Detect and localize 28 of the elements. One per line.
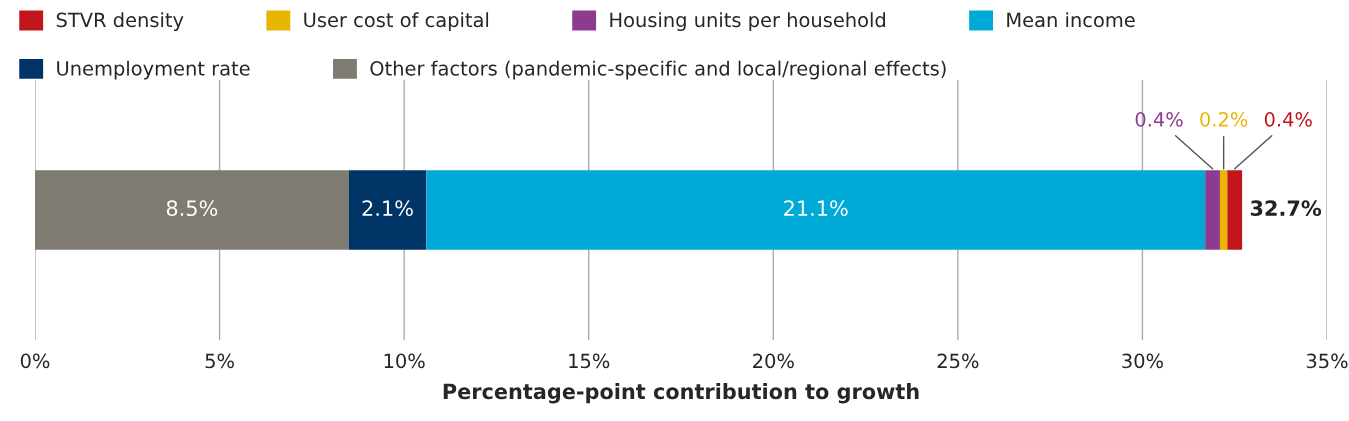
x-tick-label: 15%: [569, 353, 610, 369]
data-label: 0.4%: [1264, 112, 1312, 127]
x-tick-label: 30%: [1122, 353, 1163, 369]
x-tick-label: 5%: [205, 353, 234, 369]
legend-label: User cost of capital: [304, 12, 489, 32]
bar: [35, 170, 349, 250]
x-tick-label: 0%: [20, 353, 50, 369]
data-label: 0.2%: [1200, 112, 1248, 127]
x-axis-title: Percentage-point contribution to growth: [443, 383, 919, 404]
legend-label: Mean income: [1007, 12, 1135, 28]
x-tick-label: 10%: [384, 353, 425, 369]
bar: [1205, 170, 1220, 250]
legend-label: Unemployment rate: [57, 60, 250, 80]
data-label: 21.1%: [784, 200, 848, 217]
x-tick-label: 35%: [1306, 353, 1348, 369]
bar: [426, 170, 1206, 250]
bar: [1219, 170, 1228, 250]
data-label: 0.4%: [1135, 112, 1183, 127]
data-label: 8.5%: [166, 200, 218, 217]
bar: [1227, 170, 1243, 250]
legend-label: Housing units per household: [610, 12, 885, 32]
x-tick-label: 25%: [937, 353, 979, 369]
x-tick-label: 20%: [753, 353, 794, 369]
total-label: 32.7%: [1250, 200, 1322, 217]
legend-label: Other factors (pandemic-specific and local/regional effects): [370, 60, 946, 80]
bar: [348, 170, 427, 250]
data-label: 2.1%: [362, 200, 413, 217]
legend-label: STVR density: [56, 12, 184, 32]
